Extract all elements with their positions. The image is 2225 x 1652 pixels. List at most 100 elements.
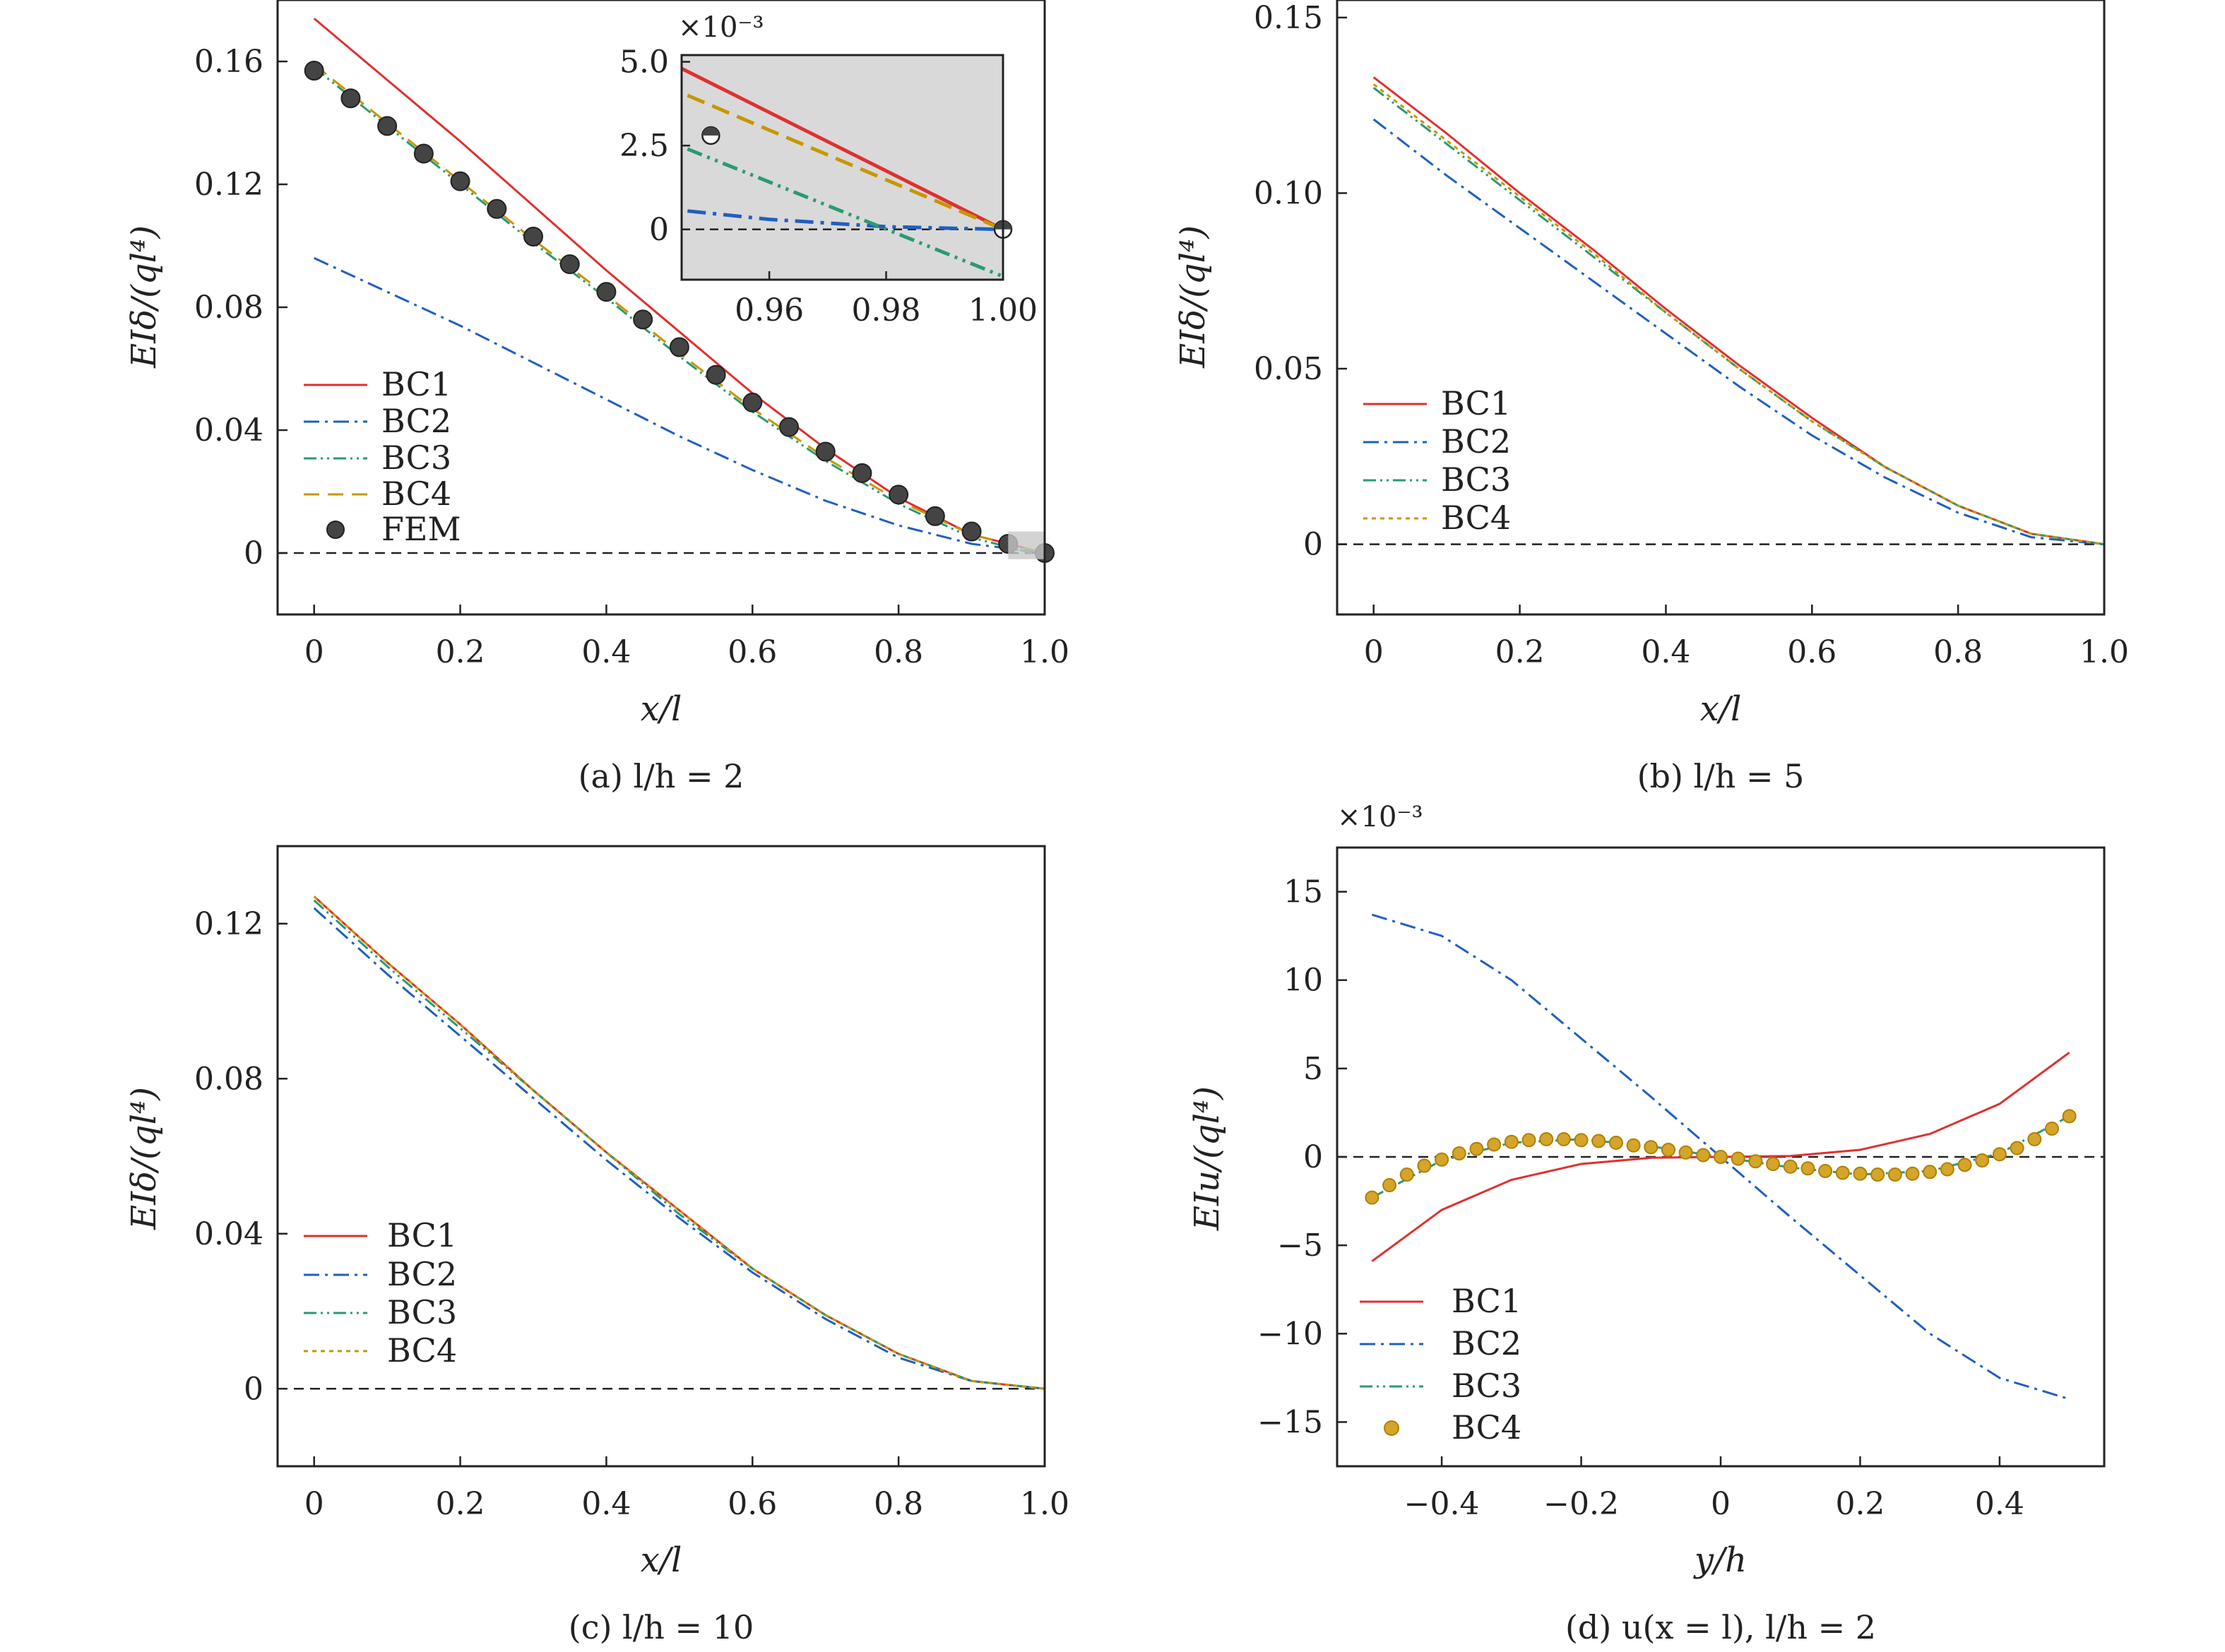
x-tick-label-c: 0.6 [728,1486,777,1522]
y-tick-label-c: 0 [244,1371,263,1407]
fem-point [487,198,507,219]
x-tick-label-d: 0 [1711,1486,1731,1522]
fem-point [633,309,653,330]
legend-c-bc1-label: BC1 [387,1216,457,1254]
fem-point [450,171,470,191]
bc4-point [1835,1165,1850,1180]
fem-point [706,364,726,385]
legend-b-bc2-label: BC2 [1441,422,1511,460]
legend-d-bc1-label: BC1 [1452,1282,1521,1320]
y-tick-label-a: 0.08 [194,290,263,326]
inset-frame [680,54,1004,281]
fem-point [779,417,799,437]
x-tick-label-a: 0.2 [436,634,485,670]
bc4-point [1800,1161,1815,1176]
fem-point [340,88,361,109]
fem-point [742,392,763,412]
fem-point [961,521,982,542]
fem-point [925,506,945,526]
bc4-point [1504,1134,1519,1149]
panel-b-frame [1336,0,2106,616]
bc4-point [2010,1141,2024,1155]
bc4-point [1521,1133,1536,1148]
x-tick-label-a: 0 [304,634,324,670]
y-tick-label-a: 0.04 [194,412,263,448]
bc4-point [1661,1142,1675,1157]
bc4-point [1452,1146,1466,1160]
bc4-point [1905,1166,1920,1181]
x-tick-label-b: 0.8 [1933,634,1983,670]
legend-a-fem-marker [326,521,345,539]
bc4-point [1591,1134,1606,1148]
series-c-bc4 [313,896,1045,1390]
inset-y-tick-label: 5.0 [619,44,669,80]
bc4-point [1975,1153,1990,1168]
x-tick-label-b: 0 [1364,634,1384,670]
series-a-bc2 [314,257,1045,554]
panel-d-marks: −0.4 −0.2 0 0.2 0.4 −15 −10 −5 0 5 10 15 [1257,874,2104,1522]
legend-d-bc4-marker [1384,1420,1399,1436]
panel-a-caption: (a) l/h = 2 [578,757,744,795]
inset-scale-label: ×10⁻³ [678,11,764,44]
panel-b: 0 0.2 0.4 0.6 0.8 1.0 0 0.05 0.10 0.15 x/l EIδ/(q… [1173,0,2129,795]
panel-a-inset: 0.96 0.98 1.00 0 2.5 5.0 ×10⁻³ [619,11,1038,328]
y-tick-label-d: 0 [1303,1139,1323,1175]
bc4-point [1382,1178,1397,1193]
panel-a-frame [276,0,1046,616]
bc4-point [1992,1147,2007,1162]
x-tick-label-d: 0.4 [1975,1486,2024,1522]
legend-d-bc2-label: BC2 [1452,1324,1521,1362]
panel-c-ylabel: EIδ/(ql⁴) [124,1087,164,1230]
bc4-point [1714,1150,1728,1164]
y-tick-label-a: 0 [244,535,263,571]
y-tick-label-d: −15 [1257,1404,1323,1440]
panel-b-ylabel: EIδ/(ql⁴) [1173,225,1213,369]
x-tick-label-a: 0.8 [874,634,923,670]
inset-series-bc4 [687,93,1004,232]
x-tick-label-a: 1.0 [1020,634,1069,670]
inset-x-tick-label: 1.00 [968,292,1038,328]
bc4-point [1853,1166,1868,1181]
bc4-point [2044,1121,2059,1136]
bc4-point [1435,1152,1449,1167]
fem-point [377,116,398,136]
legend-a-bc3-label: BC3 [381,439,451,477]
bc4-point [1870,1167,1885,1182]
x-tick-label-d: −0.4 [1404,1486,1480,1522]
panel-c-caption: (c) l/h = 10 [569,1608,754,1646]
y-tick-label-c: 0.04 [194,1216,263,1252]
legend-a-bc4-label: BC4 [381,475,451,513]
x-tick-label-d: 0.2 [1835,1486,1885,1522]
inset-y-tick-label: 0 [649,212,669,248]
legend-a-fem-label: FEM [381,510,461,548]
series-a-bc3 [313,66,1045,557]
legend-c-bc2-label: BC2 [387,1255,457,1293]
panel-b-xlabel: x/l [1700,689,1742,729]
fem-point [815,441,836,462]
legend-c-bc3-label: BC3 [387,1293,457,1331]
panel-c-marks: 0 0.2 0.4 0.6 0.8 1.0 0 0.04 0.08 0.12 [194,896,1069,1522]
legend-d-bc3-label: BC3 [1452,1367,1521,1405]
bc4-point [2027,1131,2042,1146]
x-tick-label-c: 0.4 [581,1486,631,1522]
y-tick-label-d: 15 [1283,874,1323,910]
fem-point [523,226,543,246]
y-tick-label-d: −10 [1257,1316,1323,1352]
legend-b-bc1-label: BC1 [1441,384,1511,422]
bc4-point [1923,1165,1938,1179]
panel-c-frame [276,845,1046,1468]
bc4-point [1696,1148,1711,1163]
inset-series-bc1 [680,66,1004,232]
panel-a: 0 0.2 0.4 0.6 0.8 1.000.040.080.120.16 x/l EI… [124,0,1069,795]
bc4-point [1487,1137,1502,1152]
bc4-point [1469,1141,1484,1156]
panel-b-legend: BC1 BC2 BC3 BC4 [1363,384,1511,537]
fem-point [669,337,689,357]
x-tick-label-b: 0.4 [1641,634,1690,670]
x-tick-label-d: −0.2 [1543,1486,1619,1522]
bc4-point [1644,1140,1659,1155]
bc4-point [1574,1133,1589,1148]
bc4-point [1748,1154,1763,1169]
legend-a-bc2-label: BC2 [381,402,451,440]
